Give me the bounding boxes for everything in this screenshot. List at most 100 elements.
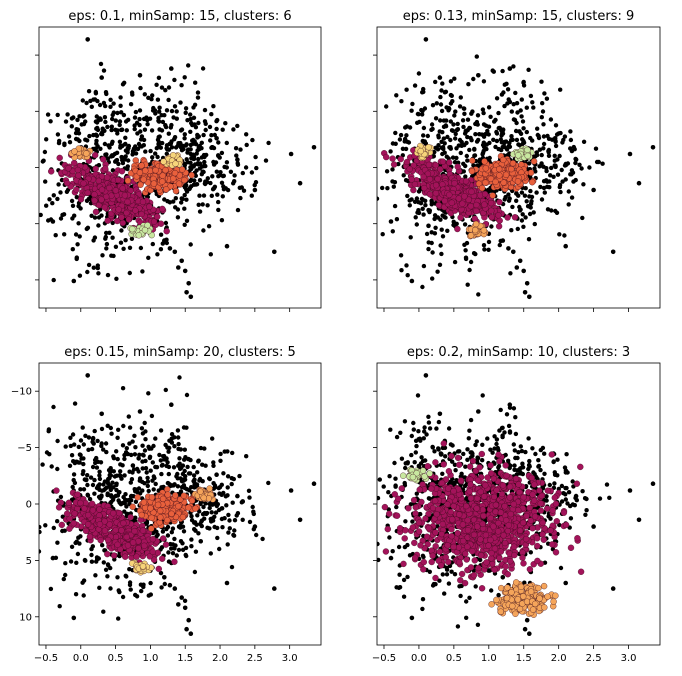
y-tick-label: −10 [11, 387, 32, 398]
cluster-4-point [417, 147, 424, 155]
noise-point [216, 507, 222, 513]
noise-point [86, 447, 91, 452]
cluster-1-point [146, 203, 153, 210]
noise-point [107, 230, 112, 235]
noise-point [73, 136, 79, 142]
noise-point [145, 122, 150, 127]
noise-point [92, 491, 97, 496]
cluster-1-point [85, 511, 92, 519]
noise-point [108, 466, 113, 471]
x-tick-label: 0.0 [73, 653, 89, 664]
noise-point [252, 182, 257, 188]
noise-point [95, 438, 100, 444]
noise-point [542, 190, 547, 195]
noise-point [458, 150, 463, 156]
noise-point [171, 465, 177, 470]
noise-point [128, 480, 133, 485]
noise-point [506, 246, 511, 251]
noise-point [78, 534, 83, 539]
noise-point [430, 250, 435, 255]
noise-point [523, 186, 528, 191]
noise-point [61, 212, 67, 217]
noise-point [132, 452, 138, 457]
noise-point [123, 238, 128, 243]
noise-point [231, 532, 236, 538]
noise-point [108, 104, 113, 110]
noise-point [129, 477, 135, 482]
noise-point [249, 193, 254, 198]
noise-point [209, 145, 215, 150]
noise-point [182, 75, 187, 80]
cluster-1-point [65, 499, 73, 506]
noise-point [452, 259, 458, 265]
noise-point [146, 255, 151, 260]
noise-point [481, 243, 487, 248]
noise-point [530, 100, 535, 105]
noise-point [492, 119, 497, 124]
noise-point [400, 146, 406, 151]
noise-point [143, 466, 149, 471]
noise-point [468, 259, 474, 265]
noise-point [115, 493, 121, 498]
noise-point [185, 160, 190, 165]
noise-point [225, 449, 230, 454]
noise-point [69, 544, 75, 549]
noise-point [108, 97, 113, 103]
noise-point [461, 161, 466, 166]
noise-point [218, 451, 223, 457]
noise-point [138, 582, 144, 587]
noise-point [416, 208, 421, 213]
noise-point [105, 423, 110, 428]
noise-point [170, 526, 176, 531]
noise-point [195, 90, 201, 95]
noise-point [171, 199, 176, 204]
noise-point [118, 95, 123, 100]
noise-point [116, 588, 121, 593]
noise-point [226, 512, 231, 518]
noise-point [66, 134, 72, 139]
noise-point [176, 547, 182, 553]
noise-point [420, 206, 425, 211]
cluster-2-point [140, 176, 147, 183]
noise-point [167, 246, 173, 251]
cluster-1-point [125, 216, 132, 223]
noise-point [451, 122, 456, 127]
noise-point [124, 498, 130, 503]
noise-point [473, 251, 478, 257]
noise-point [468, 135, 473, 141]
cluster-2-point [138, 511, 145, 519]
noise-point [235, 493, 240, 499]
noise-point [85, 37, 90, 42]
noise-point [183, 552, 188, 558]
noise-point [467, 125, 472, 131]
noise-point [524, 199, 529, 204]
cluster-1-point [487, 199, 495, 207]
noise-point [158, 428, 164, 433]
noise-point [47, 452, 52, 457]
noise-point [426, 246, 431, 252]
noise-point [241, 188, 247, 193]
noise-point [91, 435, 96, 441]
noise-point [142, 420, 147, 426]
noise-point [191, 473, 197, 478]
cluster-2-point [136, 169, 144, 176]
noise-point [69, 124, 75, 129]
noise-point [435, 269, 440, 274]
cluster-2-point [124, 177, 132, 184]
noise-point [531, 105, 536, 110]
noise-point [207, 526, 212, 531]
noise-point [105, 272, 111, 278]
noise-point [42, 149, 48, 155]
cluster-1-point [71, 159, 78, 167]
noise-point [110, 480, 115, 485]
noise-point [519, 218, 525, 223]
noise-point [125, 164, 130, 169]
noise-point [476, 73, 481, 78]
noise-point [159, 545, 165, 550]
noise-point [452, 76, 457, 81]
cluster-2-point [148, 494, 156, 501]
noise-point [558, 189, 563, 195]
noise-point [527, 204, 532, 209]
noise-point [540, 109, 546, 114]
noise-point [220, 194, 225, 199]
